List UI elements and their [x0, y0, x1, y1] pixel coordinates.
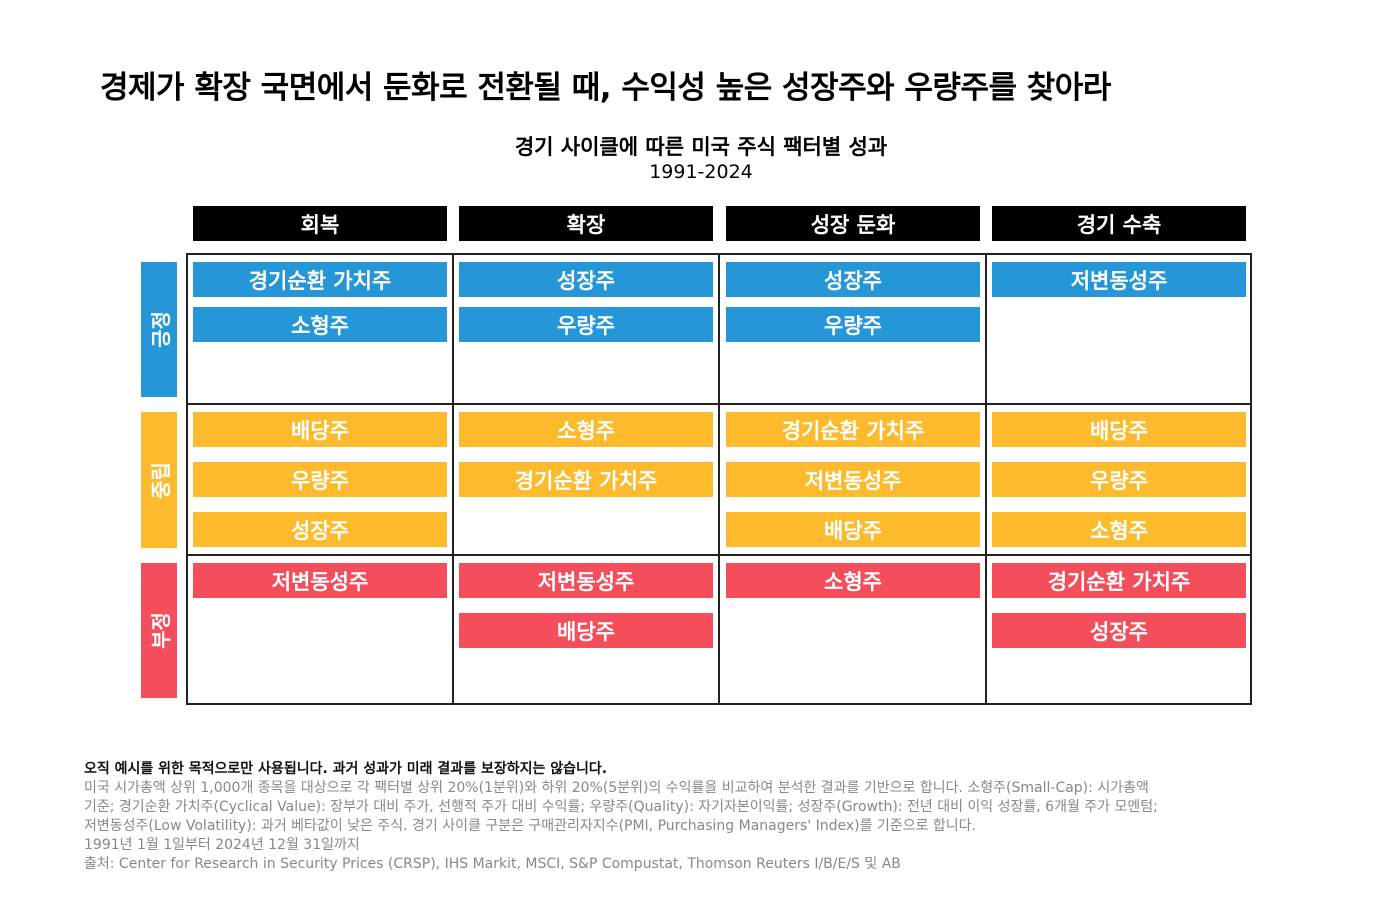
grid-divider — [452, 253, 454, 705]
factor-box: 소형주 — [726, 563, 980, 598]
source-line: 출처: Center for Research in Security Pric… — [84, 856, 901, 872]
factor-box: 우량주 — [726, 307, 980, 342]
phase-header-expansion: 확장 — [459, 206, 713, 241]
footer-notes: 오직 예시를 위한 목적으로만 사용됩니다. 과거 성과가 미래 결과를 보장하… — [84, 760, 1324, 874]
factor-box: 배당주 — [459, 613, 713, 648]
chart-subtitle: 1991-2024 — [649, 161, 753, 183]
factor-box: 우량주 — [193, 462, 447, 497]
grid-divider — [718, 253, 720, 705]
factor-box: 성장주 — [726, 262, 980, 297]
phase-header-contraction: 경기 수축 — [992, 206, 1246, 241]
phase-header-recovery: 회복 — [193, 206, 447, 241]
grid-divider — [186, 554, 1252, 556]
phase-header-slowdown: 성장 둔화 — [726, 206, 980, 241]
footnote-line: 미국 시가총액 상위 1,000개 종목을 대상으로 각 팩터별 상위 20%(… — [84, 780, 1149, 796]
factor-box: 소형주 — [193, 307, 447, 342]
factor-box: 저변동성주 — [459, 563, 713, 598]
factor-box: 경기순환 가치주 — [459, 462, 713, 497]
factor-box: 저변동성주 — [992, 262, 1246, 297]
factor-box: 소형주 — [992, 512, 1246, 547]
row-label-negative: 부정 — [141, 563, 177, 698]
factor-box: 경기순환 가치주 — [193, 262, 447, 297]
factor-box: 우량주 — [992, 462, 1246, 497]
row-label-positive: 긍정 — [141, 262, 177, 397]
row-label-positive-text: 긍정 — [148, 311, 173, 348]
footnote-line: 기준; 경기순환 가치주(Cyclical Value): 장부가 대비 주가,… — [84, 799, 1158, 815]
factor-box: 배당주 — [726, 512, 980, 547]
factor-box: 성장주 — [193, 512, 447, 547]
factor-box: 경기순환 가치주 — [726, 412, 980, 447]
row-label-neutral-text: 중립 — [148, 461, 173, 499]
footnote-line: 1991년 1월 1일부터 2024년 12월 31일까지 — [84, 837, 360, 853]
chart-title: 경기 사이클에 따른 미국 주식 팩터별 성과 — [514, 135, 888, 159]
row-label-neutral: 중립 — [141, 412, 177, 548]
footnote-line: 저변동성주(Low Volatility): 과거 베타값이 낮은 주식. 경기… — [84, 818, 976, 834]
factor-box: 성장주 — [992, 613, 1246, 648]
row-label-negative-text: 부정 — [148, 612, 173, 649]
factor-box: 저변동성주 — [193, 563, 447, 598]
factor-box: 우량주 — [459, 307, 713, 342]
factor-box: 성장주 — [459, 262, 713, 297]
factor-box: 소형주 — [459, 412, 713, 447]
factor-box: 경기순환 가치주 — [992, 563, 1246, 598]
factor-box: 배당주 — [193, 412, 447, 447]
factor-box: 배당주 — [992, 412, 1246, 447]
grid-divider — [186, 403, 1252, 405]
factor-box: 저변동성주 — [726, 462, 980, 497]
grid-divider — [985, 253, 987, 705]
page-title: 경제가 확장 국면에서 둔화로 전환될 때, 수익성 높은 성장주와 우량주를 … — [100, 70, 1111, 106]
disclaimer: 오직 예시를 위한 목적으로만 사용됩니다. 과거 성과가 미래 결과를 보장하… — [84, 761, 608, 777]
